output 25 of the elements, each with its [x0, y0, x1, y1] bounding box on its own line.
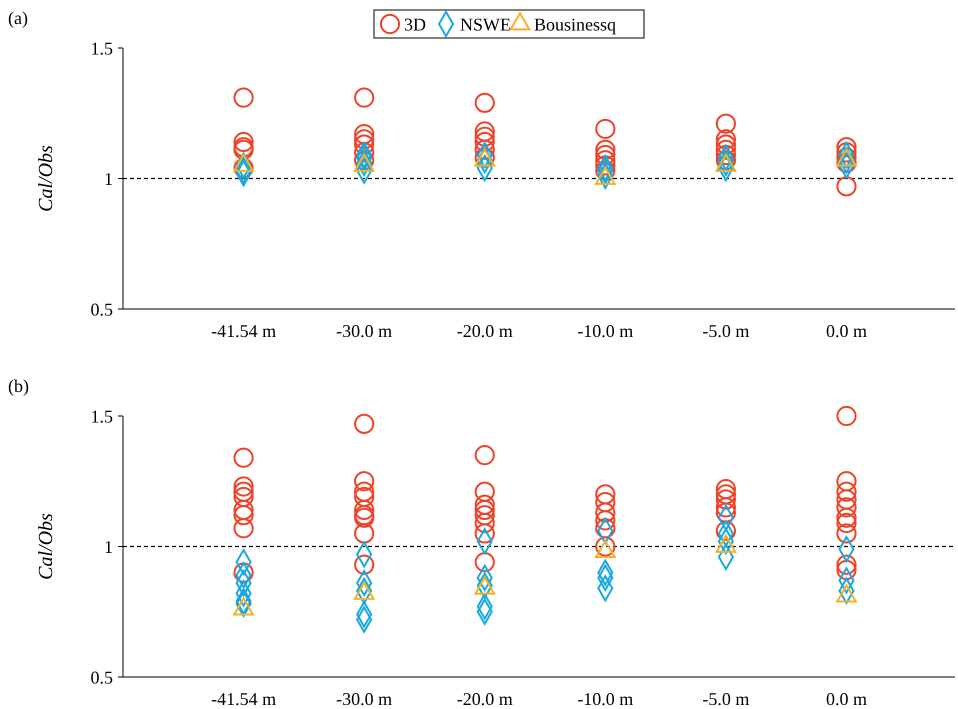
x-tick-label: 0.0 m	[826, 321, 867, 341]
y-tick-label: 1.5	[90, 406, 113, 426]
y-axis-title: Cal/Obs	[35, 512, 57, 580]
x-tick-label: -41.54 m	[211, 689, 276, 709]
y-tick-label: 0.5	[90, 667, 113, 688]
x-tick-label: -20.0 m	[456, 689, 513, 709]
y-tick-label: 0.5	[90, 299, 113, 320]
legend-label: 3D	[404, 14, 426, 34]
legend-label: NSWE	[460, 14, 511, 34]
legend-label: Bousinessq	[534, 14, 616, 34]
x-tick-label: 0.0 m	[826, 689, 867, 709]
x-tick-label: -5.0 m	[702, 321, 750, 341]
chart-title: (b)	[8, 376, 29, 396]
x-tick-label: -10.0 m	[577, 689, 634, 709]
y-tick-label: 1.5	[90, 38, 113, 58]
x-tick-label: -20.0 m	[456, 321, 513, 341]
x-tick-label: -41.54 m	[211, 321, 276, 341]
x-tick-label: -30.0 m	[336, 689, 392, 709]
x-tick-label: -5.0 m	[702, 689, 750, 709]
chart-title: (a)	[8, 8, 28, 28]
y-axis-title: Cal/Obs	[35, 144, 57, 212]
x-tick-label: -10.0 m	[577, 321, 634, 341]
x-tick-label: -30.0 m	[336, 321, 392, 341]
y-tick-label: 1	[104, 536, 113, 557]
y-tick-label: 1	[104, 168, 113, 189]
